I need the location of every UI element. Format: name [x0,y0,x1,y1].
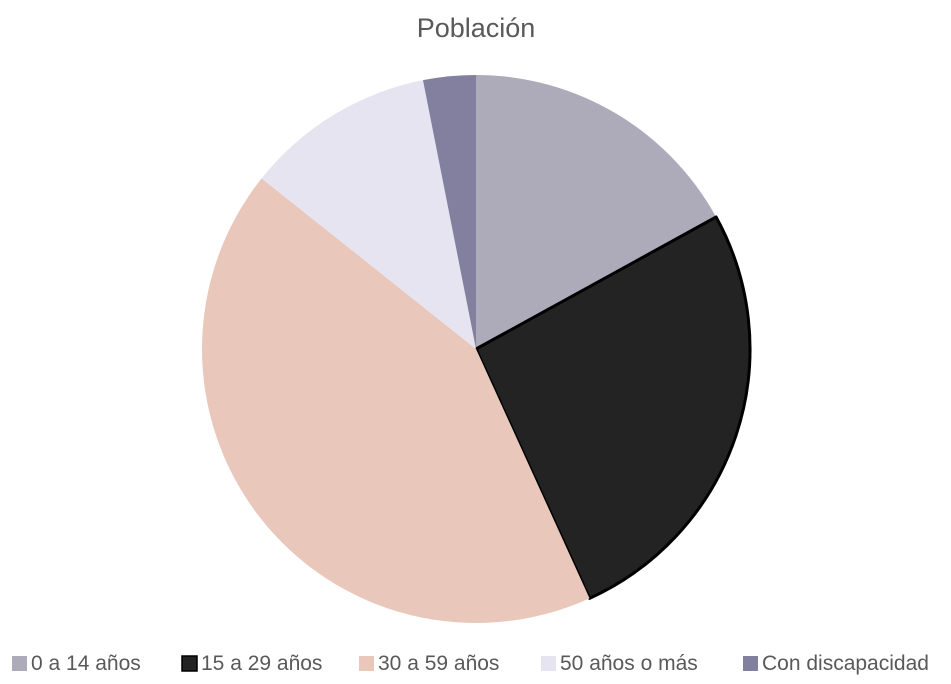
pie-slice-5 [422,75,476,349]
legend-swatch-5 [743,656,758,671]
legend-label-4: 50 años o más [560,652,698,675]
legend-item-2: 15 a 29 años [181,652,322,675]
legend-label-1: 0 a 14 años [31,652,141,675]
legend-item-1: 0 a 14 años [12,652,141,675]
legend-swatch-2 [181,655,198,672]
pie-slice-4 [261,80,476,350]
legend: 0 a 14 años 15 a 29 años 30 a 59 años 50 añ… [12,652,929,675]
legend-swatch-3 [359,656,374,671]
pie-slices [201,75,752,624]
legend-label-5: Con discapacidad [762,652,929,675]
chart-title: Población [417,13,536,43]
legend-swatch-1 [12,656,27,671]
legend-label-3: 30 a 59 años [378,652,499,675]
pie-slice-1 [476,75,717,349]
pie-slice-2 [474,215,752,600]
legend-swatch-4 [541,656,556,671]
legend-label-2: 15 a 29 años [201,652,322,675]
legend-item-5: Con discapacidad [743,652,929,675]
legend-item-3: 30 a 59 años [359,652,499,675]
legend-item-4: 50 años o más [541,652,698,675]
pie-slice-3 [201,178,590,624]
